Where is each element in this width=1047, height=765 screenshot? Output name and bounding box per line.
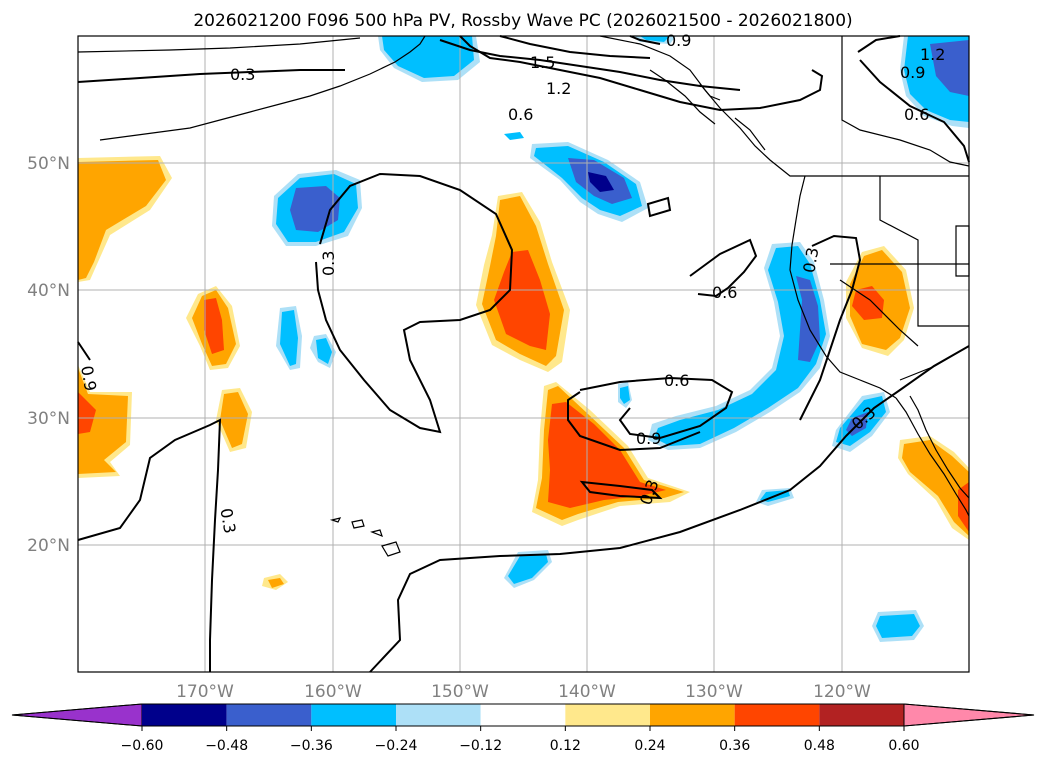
lat-label: 30°N: [27, 409, 70, 429]
contour-label: 0.6: [904, 105, 929, 124]
colorbar-label: −0.24: [375, 738, 418, 754]
contour-label: 0.6: [664, 371, 689, 390]
lon-label: 170°W: [176, 682, 234, 702]
figure-title: 2026021200 F096 500 hPa PV, Rossby Wave …: [193, 11, 852, 31]
colorbar-label: 0.60: [888, 738, 919, 754]
contour-label: 0.9: [900, 63, 925, 82]
colorbar-segment: [480, 704, 566, 726]
colorbar: [11, 703, 1035, 727]
colorbar-label: −0.60: [121, 738, 164, 754]
contour-label: 0.3: [216, 507, 239, 535]
colorbar-segment: [650, 704, 735, 726]
colorbar-segment: [734, 704, 820, 726]
colorbar-label: 0.12: [550, 738, 581, 754]
positive-anomaly-regions: [78, 156, 969, 590]
map-gridlines: [78, 36, 969, 672]
contour-label: 0.3: [799, 246, 822, 274]
contour-label: 1.2: [920, 45, 945, 64]
colorbar-label: 0.24: [634, 738, 665, 754]
colorbar-label: 0.48: [804, 738, 835, 754]
colorbar-segment: [565, 704, 650, 726]
colorbar-label: −0.48: [205, 738, 248, 754]
lon-label: 160°W: [304, 682, 362, 702]
lon-label: 120°W: [813, 682, 871, 702]
colorbar-tick-labels: −0.60 −0.48 −0.36 −0.24 −0.12 0.12 0.24 0.36 0.4…: [121, 726, 920, 754]
colorbar-extend-max: [903, 703, 1035, 727]
pv-contours: [77, 35, 970, 673]
lat-label: 20°N: [27, 536, 70, 556]
lat-label: 40°N: [27, 281, 70, 301]
contour-label: 0.6: [508, 105, 533, 124]
colorbar-label: −0.12: [459, 738, 502, 754]
colorbar-label: 0.36: [719, 738, 750, 754]
contour-label: 0.3: [319, 251, 338, 276]
lat-label: 50°N: [27, 154, 70, 174]
colorbar-segment: [226, 704, 312, 726]
colorbar-segment: [142, 704, 227, 726]
lat-labels: 50°N 40°N 30°N 20°N: [27, 154, 70, 556]
contour-label: 1.2: [546, 79, 571, 98]
map-frame: [77, 35, 970, 673]
colorbar-segment: [311, 704, 396, 726]
colorbar-extend-min: [11, 703, 143, 727]
colorbar-segment: [819, 704, 904, 726]
lon-labels: 170°W 160°W 150°W 140°W 130°W 120°W: [176, 682, 871, 702]
colorbar-segment: [396, 704, 481, 726]
contour-label: 0.6: [712, 283, 737, 302]
contour-label: 0.9: [666, 31, 691, 50]
colorbar-label: −0.36: [290, 738, 333, 754]
lon-label: 150°W: [431, 682, 489, 702]
lon-label: 140°W: [558, 682, 616, 702]
coastlines: [77, 35, 970, 557]
contour-label: 0.3: [230, 65, 255, 84]
contour-label: 0.9: [636, 429, 661, 448]
lon-label: 130°W: [685, 682, 743, 702]
contour-label: 1.5: [530, 53, 555, 72]
contour-label: 0.9: [77, 364, 100, 392]
